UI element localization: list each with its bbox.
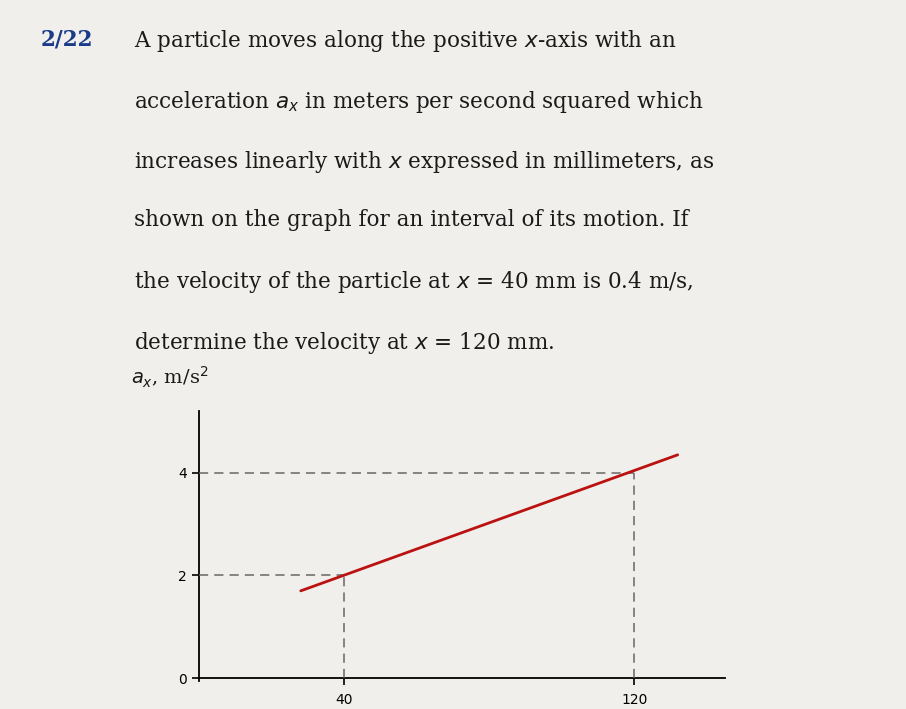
Text: 2/22: 2/22	[41, 28, 93, 50]
Text: $a_x$, m/s$^2$: $a_x$, m/s$^2$	[131, 364, 208, 390]
Text: determine the velocity at $x$ = 120 mm.: determine the velocity at $x$ = 120 mm.	[134, 330, 554, 356]
Text: the velocity of the particle at $x$ = 40 mm is 0.4 m/s,: the velocity of the particle at $x$ = 40…	[134, 269, 694, 296]
Text: shown on the graph for an interval of its motion. If: shown on the graph for an interval of it…	[134, 209, 689, 231]
Text: increases linearly with $x$ expressed in millimeters, as: increases linearly with $x$ expressed in…	[134, 149, 715, 175]
Text: A particle moves along the positive $x$-axis with an: A particle moves along the positive $x$-…	[134, 28, 677, 55]
Text: acceleration $a_x$ in meters per second squared which: acceleration $a_x$ in meters per second …	[134, 89, 703, 115]
